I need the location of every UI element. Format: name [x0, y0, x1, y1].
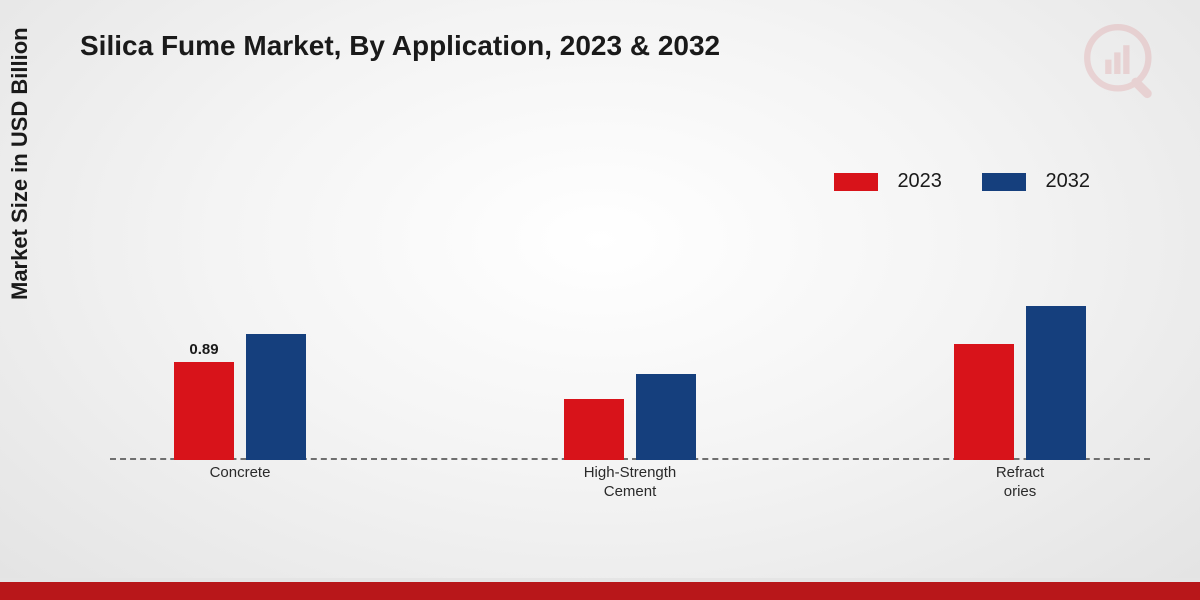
legend-swatch-2032 — [982, 173, 1026, 191]
y-axis-label: Market Size in USD Billion — [7, 27, 33, 300]
category-label-hsc: High-StrengthCement — [530, 464, 730, 502]
legend: 2023 2032 — [834, 170, 1090, 193]
plot-area: 2023 2032 0.89 Concrete High-StrengthCem… — [110, 120, 1150, 500]
bar-hsc-2032 — [636, 374, 696, 460]
legend-label-2032: 2032 — [1046, 170, 1091, 192]
legend-swatch-2023 — [834, 173, 878, 191]
legend-item-2023: 2023 — [834, 170, 942, 193]
footer-bar — [0, 582, 1200, 600]
legend-item-2032: 2032 — [982, 170, 1090, 193]
value-label-concrete-2023: 0.89 — [174, 341, 234, 358]
legend-label-2023: 2023 — [897, 170, 942, 192]
category-label-refractories: Refractories — [920, 464, 1120, 502]
brand-logo — [1080, 20, 1170, 110]
chart-title: Silica Fume Market, By Application, 2023… — [80, 30, 720, 62]
bar-hsc-2023 — [564, 399, 624, 460]
bar-concrete-2023 — [174, 362, 234, 460]
bar-refractories-2032 — [1026, 306, 1086, 460]
category-label-concrete: Concrete — [140, 464, 340, 483]
bar-concrete-2032 — [246, 334, 306, 460]
bar-refractories-2023 — [954, 344, 1014, 460]
